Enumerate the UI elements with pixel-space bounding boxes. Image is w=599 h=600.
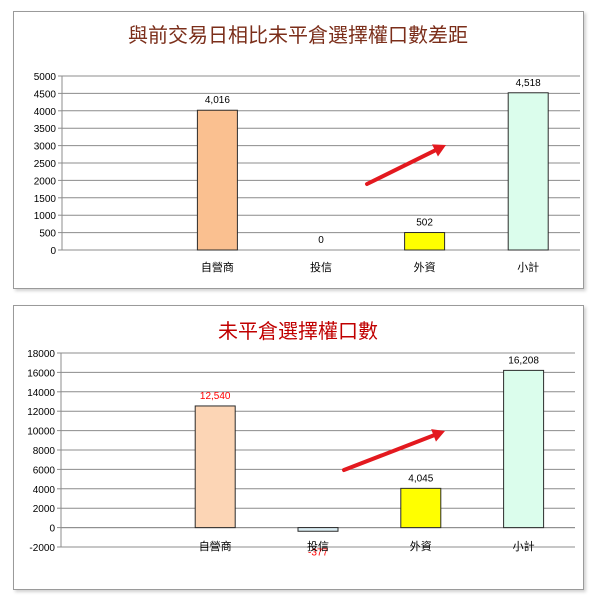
y-tick-label: 2500 [34, 159, 57, 170]
y-tick-label: 4000 [34, 107, 57, 118]
data-label-2: 4,016 [205, 95, 230, 106]
red-arrow-shaft [365, 146, 441, 186]
data-label-2: 12,540 [200, 391, 231, 402]
y-tick-label: 2000 [34, 176, 57, 187]
category-label-5: 小計 [517, 260, 539, 274]
bar-2 [194, 405, 236, 529]
data-label-5: 4,518 [516, 78, 541, 89]
chart-title: 與前交易日相比未平倉選擇權口數差距 [128, 23, 468, 47]
y-tick-label: 5000 [34, 72, 57, 83]
bar-2 [196, 109, 238, 251]
red-arrow-head [432, 144, 446, 157]
y-tick-label: 12000 [27, 407, 55, 418]
y-tick-label: 14000 [27, 388, 55, 399]
category-label-4: 外資 [414, 261, 436, 274]
chart-panel-top: 與前交易日相比未平倉選擇權口數差距 0 500 1000 1500 2000 2500 30… [13, 11, 584, 289]
y-tick-label: 4500 [34, 89, 57, 100]
category-label-3: 投信 [307, 539, 329, 553]
chart-title: 未平倉選擇權口數 [218, 319, 378, 343]
y-tick-label: 18000 [27, 349, 55, 360]
bar-5 [507, 92, 549, 251]
y-tick-label: 0 [49, 524, 55, 535]
y-tick-label: 0 [50, 246, 56, 257]
data-label-4: 4,045 [408, 473, 433, 484]
category-label-4: 外資 [410, 540, 432, 553]
y-tick-label: 3500 [34, 124, 57, 135]
bar-4 [404, 232, 446, 251]
y-tick-label: 6000 [33, 465, 56, 476]
data-label-5: 16,208 [508, 355, 539, 366]
y-tick-label: 16000 [27, 368, 55, 379]
chart-panel-bottom: 未平倉選擇權口數 -2000 0 2000 4000 6000 8000 10000 1200… [13, 305, 584, 590]
bar-3 [297, 527, 339, 532]
y-tick-label: 3000 [34, 142, 57, 153]
y-tick-label: 1000 [34, 211, 57, 222]
category-label-5: 小計 [513, 539, 535, 553]
data-label-3: 0 [318, 235, 324, 246]
y-tick-label: 2000 [33, 504, 56, 515]
category-label-2: 自營商 [199, 539, 232, 553]
data-label-3: -377 [308, 547, 328, 558]
bar-5 [503, 369, 545, 529]
category-label-3: 投信 [310, 260, 332, 274]
y-tick-label: -2000 [29, 543, 55, 554]
y-tick-label: 1500 [34, 194, 57, 205]
data-label-4: 502 [416, 218, 433, 229]
red-arrow-shaft [342, 431, 440, 472]
category-label-2: 自營商 [201, 260, 234, 274]
y-tick-label: 4000 [33, 485, 56, 496]
y-tick-label: 10000 [27, 427, 55, 438]
chart-top-svg: 與前交易日相比未平倉選擇權口數差距 0 500 1000 1500 2000 2500 30… [34, 23, 580, 274]
chart-bottom-svg: 未平倉選擇權口數 -2000 0 2000 4000 6000 8000 10000 1200… [27, 319, 575, 558]
red-arrow-head [431, 429, 445, 442]
y-tick-label: 500 [39, 229, 56, 240]
y-tick-label: 8000 [33, 446, 56, 457]
bar-4 [400, 487, 442, 529]
